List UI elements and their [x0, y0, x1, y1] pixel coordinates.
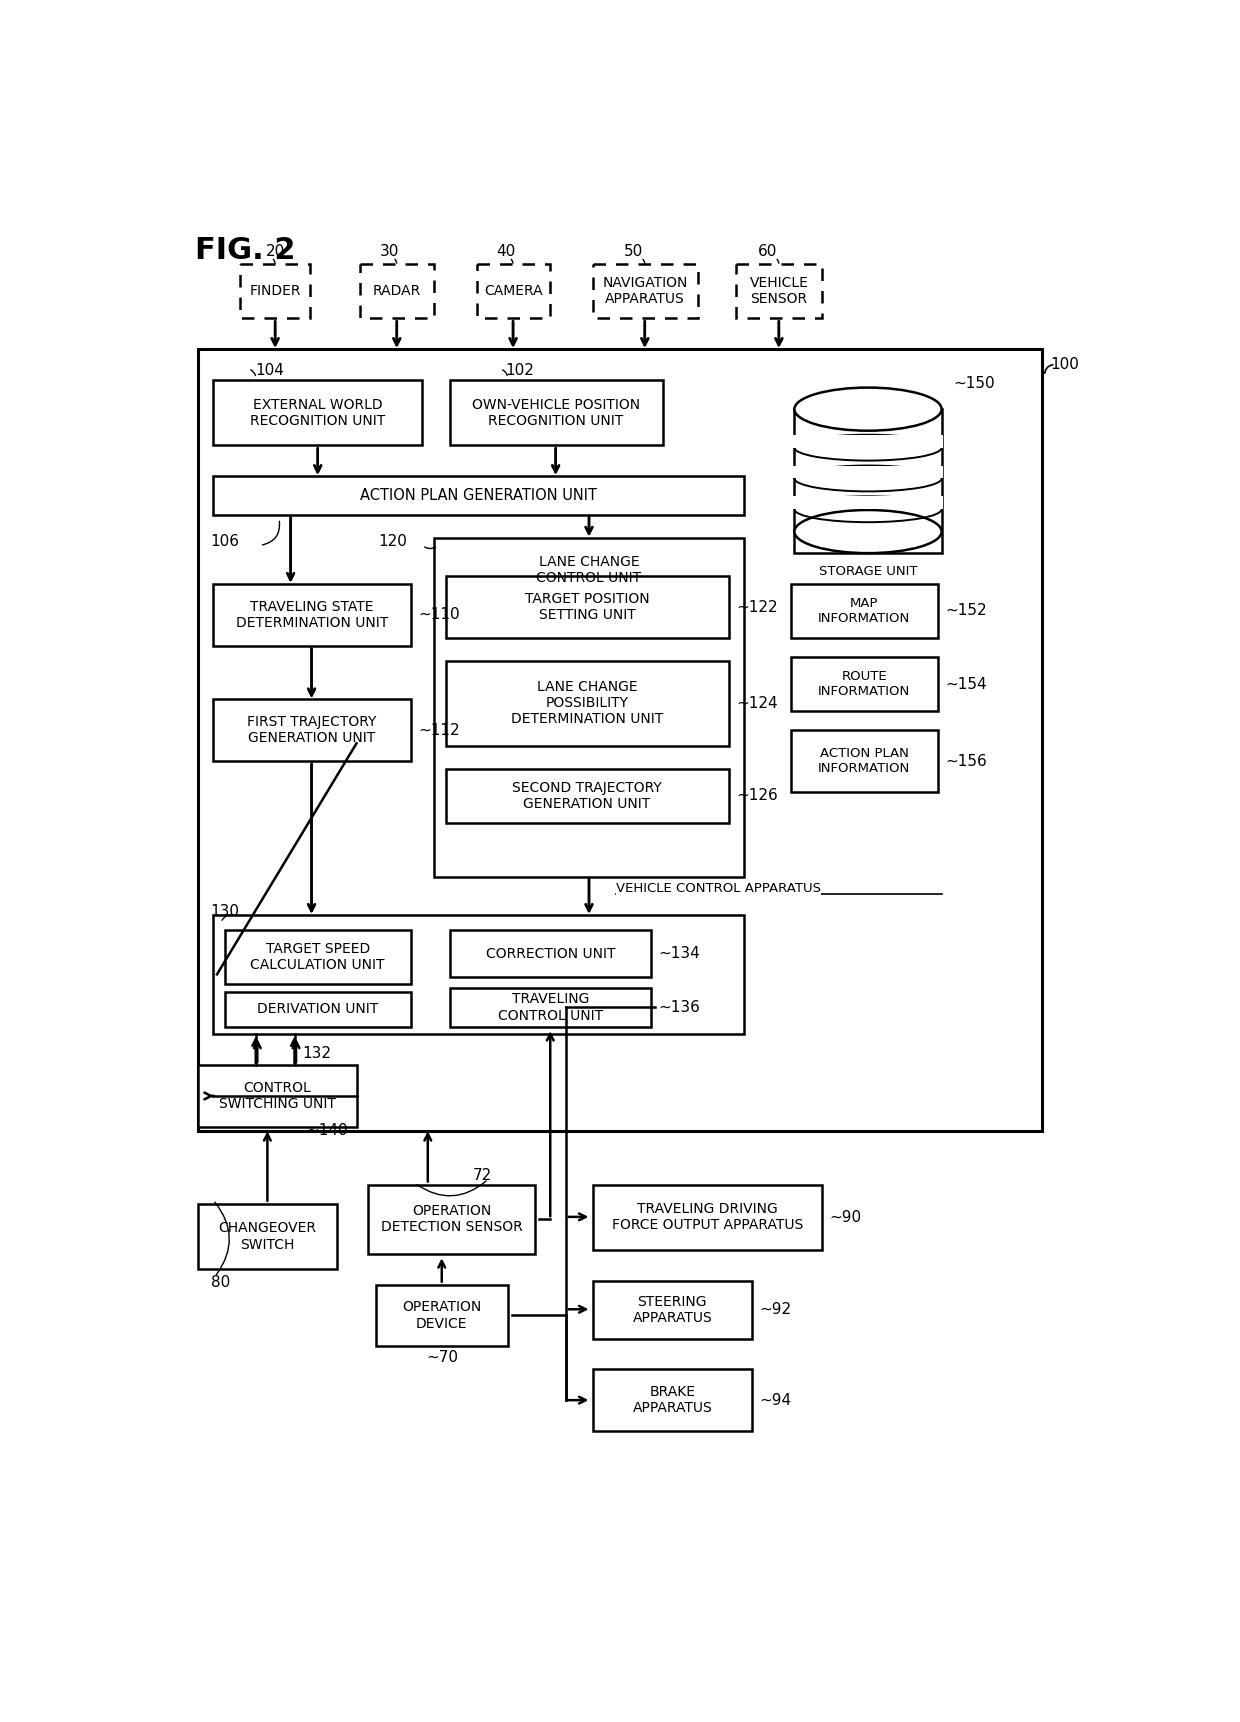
- Text: TARGET POSITION
SETTING UNIT: TARGET POSITION SETTING UNIT: [525, 592, 650, 622]
- Ellipse shape: [795, 387, 941, 430]
- Text: 132: 132: [303, 1047, 331, 1061]
- Text: ~126: ~126: [737, 789, 777, 802]
- Bar: [445, 661, 729, 746]
- Bar: [213, 914, 744, 1035]
- Text: LANE CHANGE
CONTROL UNIT: LANE CHANGE CONTROL UNIT: [537, 554, 641, 585]
- Text: ~152: ~152: [945, 603, 987, 618]
- Bar: [197, 350, 1043, 1131]
- Text: LANE CHANGE
POSSIBILITY
DETERMINATION UNIT: LANE CHANGE POSSIBILITY DETERMINATION UN…: [511, 680, 663, 727]
- Text: BRAKE
APPARATUS: BRAKE APPARATUS: [632, 1384, 712, 1415]
- Text: CONTROL
SWITCHING UNIT: CONTROL SWITCHING UNIT: [218, 1081, 336, 1111]
- Text: CAMERA: CAMERA: [484, 284, 543, 298]
- Text: VEHICLE CONTROL APPARATUS: VEHICLE CONTROL APPARATUS: [616, 882, 821, 895]
- Bar: [224, 992, 410, 1026]
- Text: 104: 104: [255, 363, 285, 379]
- Bar: [449, 988, 651, 1026]
- Bar: [224, 930, 410, 985]
- Text: 102: 102: [506, 363, 534, 379]
- Text: NAVIGATION
APPARATUS: NAVIGATION APPARATUS: [603, 276, 688, 307]
- Bar: [376, 1285, 507, 1347]
- Text: ~92: ~92: [759, 1302, 791, 1317]
- Bar: [593, 1369, 751, 1431]
- Bar: [368, 1185, 534, 1254]
- Bar: [593, 265, 697, 319]
- Text: EXTERNAL WORLD
RECOGNITION UNIT: EXTERNAL WORLD RECOGNITION UNIT: [250, 398, 386, 427]
- Text: 60: 60: [758, 245, 777, 258]
- Text: DERIVATION UNIT: DERIVATION UNIT: [257, 1002, 378, 1016]
- Bar: [213, 477, 744, 515]
- Text: ROUTE
INFORMATION: ROUTE INFORMATION: [818, 670, 910, 697]
- Bar: [449, 381, 662, 446]
- Text: ~150: ~150: [954, 375, 994, 391]
- Bar: [449, 930, 651, 976]
- Text: TRAVELING STATE
DETERMINATION UNIT: TRAVELING STATE DETERMINATION UNIT: [236, 599, 388, 630]
- Text: ~122: ~122: [737, 599, 777, 615]
- Text: TRAVELING DRIVING
FORCE OUTPUT APPARATUS: TRAVELING DRIVING FORCE OUTPUT APPARATUS: [611, 1202, 802, 1233]
- Text: ~110: ~110: [419, 608, 460, 622]
- Bar: [791, 730, 937, 792]
- Bar: [792, 465, 944, 479]
- Text: 130: 130: [211, 904, 239, 920]
- Text: STORAGE UNIT: STORAGE UNIT: [818, 565, 918, 577]
- Text: CHANGEOVER
SWITCH: CHANGEOVER SWITCH: [218, 1221, 316, 1252]
- Bar: [213, 584, 410, 646]
- Bar: [213, 699, 410, 761]
- Text: 50: 50: [624, 245, 644, 258]
- Bar: [795, 410, 941, 553]
- Bar: [791, 584, 937, 637]
- Text: 80: 80: [211, 1274, 231, 1290]
- Bar: [792, 434, 944, 448]
- Bar: [445, 577, 729, 637]
- Text: TRAVELING
CONTROL UNIT: TRAVELING CONTROL UNIT: [497, 992, 603, 1023]
- Text: ~70: ~70: [427, 1350, 459, 1366]
- Bar: [791, 658, 937, 711]
- Bar: [213, 381, 423, 446]
- Bar: [241, 265, 310, 319]
- Ellipse shape: [795, 510, 941, 553]
- Text: ~90: ~90: [830, 1211, 862, 1224]
- Text: ACTION PLAN
INFORMATION: ACTION PLAN INFORMATION: [818, 747, 910, 775]
- Text: 72: 72: [472, 1168, 492, 1183]
- Text: STEERING
APPARATUS: STEERING APPARATUS: [632, 1295, 712, 1324]
- Text: ~136: ~136: [658, 1000, 701, 1014]
- Bar: [361, 265, 434, 319]
- Bar: [476, 265, 551, 319]
- Bar: [197, 1066, 357, 1126]
- Text: 100: 100: [1050, 356, 1079, 372]
- Bar: [593, 1185, 821, 1250]
- Bar: [445, 768, 729, 823]
- Text: 106: 106: [211, 534, 239, 549]
- Text: ~124: ~124: [737, 696, 777, 711]
- Text: MAP
INFORMATION: MAP INFORMATION: [818, 598, 910, 625]
- Text: FIRST TRAJECTORY
GENERATION UNIT: FIRST TRAJECTORY GENERATION UNIT: [247, 715, 377, 746]
- Text: 20: 20: [265, 245, 285, 258]
- Text: ~156: ~156: [945, 754, 987, 768]
- Text: ~154: ~154: [945, 677, 987, 692]
- Bar: [197, 1204, 337, 1269]
- Bar: [593, 1281, 751, 1338]
- Text: OPERATION
DETECTION SENSOR: OPERATION DETECTION SENSOR: [381, 1204, 522, 1235]
- Text: 40: 40: [496, 245, 516, 258]
- Text: OWN-VEHICLE POSITION
RECOGNITION UNIT: OWN-VEHICLE POSITION RECOGNITION UNIT: [472, 398, 640, 427]
- Text: RADAR: RADAR: [373, 284, 422, 298]
- Bar: [434, 537, 744, 876]
- Bar: [792, 496, 944, 510]
- Text: FIG. 2: FIG. 2: [196, 236, 296, 265]
- Text: 120: 120: [378, 534, 407, 549]
- Text: FINDER: FINDER: [249, 284, 301, 298]
- Text: ~94: ~94: [759, 1393, 791, 1407]
- Text: CORRECTION UNIT: CORRECTION UNIT: [486, 947, 615, 961]
- Text: ~134: ~134: [658, 945, 701, 961]
- Text: TARGET SPEED
CALCULATION UNIT: TARGET SPEED CALCULATION UNIT: [250, 942, 384, 973]
- Text: OPERATION
DEVICE: OPERATION DEVICE: [402, 1300, 481, 1331]
- Text: SECOND TRAJECTORY
GENERATION UNIT: SECOND TRAJECTORY GENERATION UNIT: [512, 780, 662, 811]
- Text: 30: 30: [381, 245, 399, 258]
- Bar: [737, 265, 821, 319]
- Text: ~140: ~140: [306, 1123, 347, 1138]
- Text: ACTION PLAN GENERATION UNIT: ACTION PLAN GENERATION UNIT: [360, 487, 598, 503]
- Text: VEHICLE
SENSOR: VEHICLE SENSOR: [749, 276, 808, 307]
- Text: ~112: ~112: [419, 723, 460, 737]
